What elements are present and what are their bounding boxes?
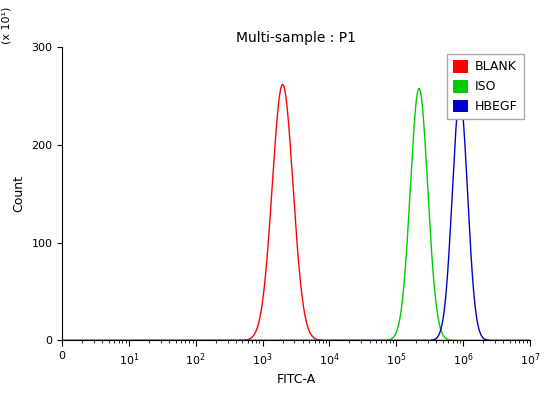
ISO <box>430 279 437 284</box>
Title: Multi-sample : P1: Multi-sample : P1 <box>236 31 356 45</box>
BLANK <box>405 338 412 343</box>
ISO <box>82 338 89 343</box>
ISO <box>356 338 363 343</box>
BLANK <box>280 82 286 87</box>
BLANK <box>82 338 89 343</box>
Line: ISO: ISO <box>62 88 530 340</box>
ISO <box>228 338 235 343</box>
ISO <box>527 338 533 343</box>
BLANK <box>430 338 437 343</box>
Line: HBEGF: HBEGF <box>62 98 530 340</box>
ISO <box>59 338 65 343</box>
HBEGF <box>356 338 363 343</box>
HBEGF <box>82 338 89 343</box>
HBEGF <box>335 338 342 343</box>
Line: BLANK: BLANK <box>62 84 530 340</box>
BLANK <box>356 338 363 343</box>
X-axis label: FITC-A: FITC-A <box>276 373 316 386</box>
HBEGF <box>405 338 412 343</box>
ISO <box>405 212 412 217</box>
BLANK <box>336 338 342 343</box>
BLANK <box>228 338 235 343</box>
ISO <box>416 86 422 91</box>
BLANK <box>527 338 533 343</box>
Text: (x 10¹): (x 10¹) <box>1 7 11 44</box>
HBEGF <box>457 96 463 101</box>
BLANK <box>59 338 65 343</box>
Y-axis label: Count: Count <box>13 175 26 212</box>
HBEGF <box>228 338 235 343</box>
HBEGF <box>430 337 437 342</box>
ISO <box>335 338 342 343</box>
HBEGF <box>527 338 533 343</box>
Legend: BLANK, ISO, HBEGF: BLANK, ISO, HBEGF <box>447 53 523 119</box>
HBEGF <box>59 338 65 343</box>
